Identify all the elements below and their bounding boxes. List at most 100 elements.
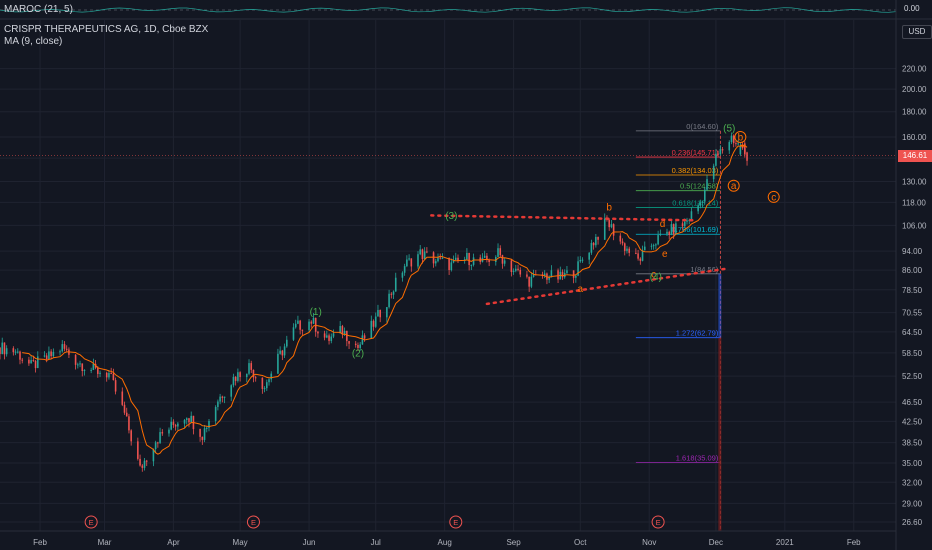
candle-body bbox=[572, 270, 575, 278]
candle-body bbox=[141, 465, 144, 468]
candle-body bbox=[408, 258, 410, 260]
trendlines[interactable] bbox=[430, 214, 727, 306]
time-axis[interactable]: Feb Mar Apr May Jun Jul Aug Sep Oct Nov Dec 2021 Feb bbox=[33, 538, 861, 547]
earnings-marker-label: E bbox=[89, 518, 94, 527]
candle-body bbox=[170, 421, 172, 430]
price-tick-label: 32.00 bbox=[902, 478, 923, 487]
candle-body bbox=[377, 310, 379, 317]
candle-body bbox=[379, 310, 381, 318]
candle-body bbox=[110, 373, 112, 375]
candle-body bbox=[125, 412, 128, 417]
candle-body bbox=[468, 252, 470, 266]
candle-body bbox=[328, 335, 330, 341]
price-tick-label: 26.60 bbox=[902, 518, 923, 527]
candle-body bbox=[386, 307, 388, 318]
candle-body bbox=[81, 363, 84, 371]
currency-button[interactable]: USD bbox=[902, 25, 932, 39]
candle-body bbox=[3, 342, 6, 355]
candle-body bbox=[19, 351, 21, 360]
wave-label: c bbox=[771, 192, 776, 203]
wave-label: (3) bbox=[445, 211, 457, 222]
candle-body bbox=[686, 220, 688, 222]
ma-line bbox=[22, 144, 748, 455]
candle-body bbox=[612, 224, 615, 236]
candle-body bbox=[128, 416, 130, 431]
candle-body bbox=[341, 326, 344, 335]
candle-body bbox=[639, 258, 642, 261]
candle-body bbox=[185, 418, 188, 420]
symbol-title[interactable]: CRISPR THERAPEUTICS AG, 1D, Cboe BZX bbox=[4, 24, 209, 35]
candle-body bbox=[706, 179, 708, 190]
price-tick-label: 180.00 bbox=[902, 108, 927, 117]
candle-body bbox=[515, 268, 517, 271]
price-tick-label: 94.00 bbox=[902, 247, 923, 256]
candle-body bbox=[483, 255, 486, 258]
candle-body bbox=[16, 351, 19, 353]
candle-body bbox=[99, 372, 101, 374]
candle-body bbox=[232, 376, 235, 386]
candle-body bbox=[254, 377, 257, 379]
candle-body bbox=[526, 274, 528, 277]
candle-body bbox=[237, 372, 239, 381]
fib-level-label: 0.382(134.03) bbox=[672, 166, 719, 175]
candle-body bbox=[343, 330, 346, 335]
indicator-value: 0.00 bbox=[904, 4, 920, 13]
candle-body bbox=[83, 369, 86, 371]
candle-body bbox=[43, 355, 46, 357]
candle-body bbox=[457, 257, 459, 261]
candle-body bbox=[121, 391, 124, 405]
time-tick-label: Dec bbox=[709, 538, 723, 547]
candle-body bbox=[223, 396, 226, 398]
candle-body bbox=[470, 264, 473, 266]
fibonacci-retracement[interactable]: 0(164.60) 0.236(145.71) 0.382(134.03) 0.5(1… bbox=[0, 122, 896, 531]
candle-body bbox=[717, 153, 719, 155]
candle-body bbox=[361, 335, 364, 345]
candle-body bbox=[566, 270, 568, 274]
indicator-title: MAROC (21, 5) bbox=[4, 4, 73, 15]
candle-body bbox=[219, 396, 221, 402]
candle-body bbox=[74, 354, 77, 365]
candles bbox=[0, 132, 748, 472]
earnings-marker bbox=[651, 515, 665, 529]
candle-body bbox=[426, 251, 428, 253]
candle-body bbox=[317, 331, 319, 334]
candle-body bbox=[737, 143, 739, 145]
ma-title[interactable]: MA (9, close) bbox=[4, 36, 63, 47]
candle-body bbox=[52, 351, 55, 357]
candle-body bbox=[252, 369, 255, 378]
time-tick-label: Oct bbox=[574, 538, 587, 547]
candle-body bbox=[390, 293, 393, 295]
candle-body bbox=[699, 202, 702, 206]
fib-level-label: 0.618(115.14) bbox=[672, 199, 719, 208]
candle-body bbox=[670, 224, 673, 236]
candle-body bbox=[681, 223, 684, 227]
time-tick-label: Jun bbox=[303, 538, 316, 547]
candle-body bbox=[603, 218, 606, 240]
candle-body bbox=[372, 320, 375, 327]
candle-body bbox=[741, 145, 744, 149]
earnings-marker bbox=[84, 515, 98, 529]
candle-body bbox=[261, 377, 264, 389]
price-tick-label: 70.55 bbox=[902, 309, 923, 318]
candle-body bbox=[732, 135, 735, 144]
earnings-marker-label: E bbox=[251, 518, 256, 527]
candle-body bbox=[497, 248, 499, 257]
earnings-marker-label: E bbox=[656, 518, 661, 527]
candle-body bbox=[199, 429, 201, 437]
candle-body bbox=[746, 152, 748, 161]
candle-body bbox=[374, 316, 377, 327]
candle-body bbox=[139, 458, 141, 466]
candle-body bbox=[114, 380, 117, 392]
candle-body bbox=[214, 406, 217, 422]
fib-level-label: 0(164.60) bbox=[686, 122, 719, 131]
fib-level-label: 1.272(62.79) bbox=[676, 329, 719, 338]
fib-level-label: 0.5(124.58) bbox=[680, 182, 719, 191]
candle-body bbox=[283, 346, 286, 356]
candle-body bbox=[655, 244, 657, 246]
candle-body bbox=[32, 360, 35, 362]
candle-body bbox=[419, 249, 422, 255]
candle-body bbox=[34, 360, 37, 369]
